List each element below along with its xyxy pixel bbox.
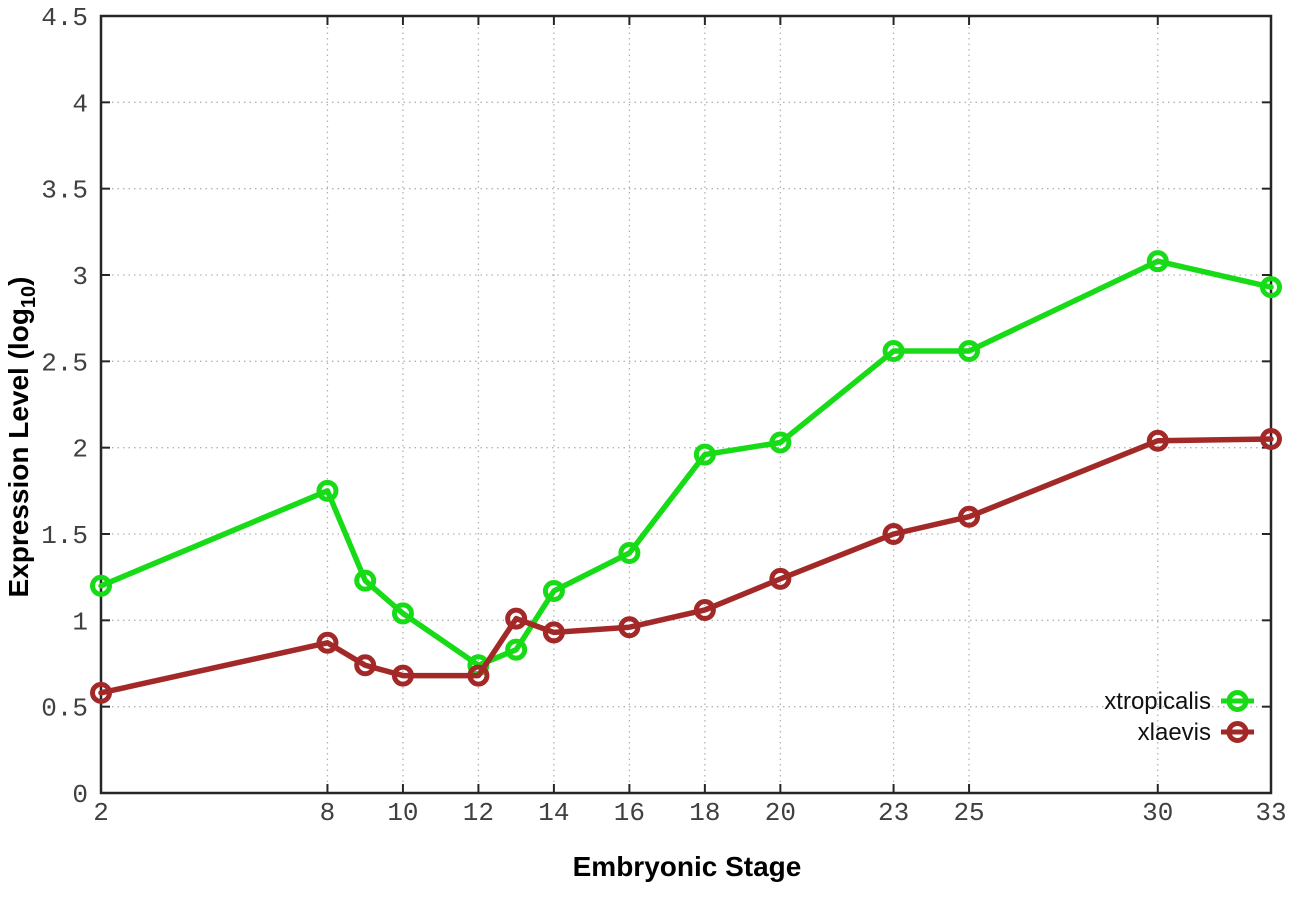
y-tick-label: 4 — [72, 89, 88, 119]
data-point-marker-xtropicalis — [316, 479, 339, 502]
x-tick-label: 14 — [538, 798, 569, 828]
data-point-marker-xtropicalis — [90, 574, 112, 597]
data-point-marker-xtropicalis — [1260, 276, 1282, 299]
legend: xtropicalis xlaevis — [1104, 688, 1254, 746]
x-tick-labels: 2 8 10 12 14 16 18 20 23 25 30 33 — [93, 798, 1286, 828]
legend-label-xtropicalis: xtropicalis — [1104, 688, 1211, 715]
data-point-marker-xlaevis — [693, 598, 716, 621]
data-point-marker-xtropicalis — [618, 541, 641, 564]
y-tick-label: 2.5 — [41, 348, 88, 378]
x-tick-label: 23 — [878, 798, 909, 828]
data-point-marker-xlaevis — [1260, 428, 1282, 451]
y-tick-label: 3.5 — [41, 176, 88, 206]
x-tick-label: 30 — [1142, 798, 1173, 828]
data-point-marker-xtropicalis — [391, 602, 414, 625]
y-tick-labels: 0 0.5 1 1.5 2 2.5 3 3.5 4 4.5 — [41, 3, 88, 810]
x-tick-label: 2 — [93, 798, 109, 828]
x-tick-label: 16 — [614, 798, 645, 828]
data-point-marker-xtropicalis — [354, 569, 377, 592]
y-axis-label: Expression Level (log10) — [3, 277, 40, 598]
series-xlaevis — [90, 428, 1282, 704]
data-point-marker-xlaevis — [958, 505, 981, 528]
data-point-marker-xlaevis — [354, 654, 377, 677]
data-point-marker-xtropicalis — [1146, 250, 1169, 273]
data-point-marker-xlaevis — [505, 607, 528, 630]
x-tick-label: 12 — [463, 798, 494, 828]
data-point-marker-xlaevis — [542, 621, 565, 644]
legend-sample-marker-xtropicalis — [1226, 690, 1249, 712]
x-tick-label: 25 — [953, 798, 984, 828]
data-point-marker-xtropicalis — [505, 638, 528, 661]
x-tick-label: 8 — [320, 798, 336, 828]
data-point-marker-xlaevis — [316, 631, 339, 654]
y-tick-label: 1.5 — [41, 521, 88, 551]
data-point-marker-xlaevis — [882, 523, 905, 545]
data-point-marker-xtropicalis — [769, 431, 792, 454]
data-point-marker-xlaevis — [90, 681, 112, 704]
y-tick-label: 3 — [72, 262, 88, 292]
legend-row-xtropicalis: xtropicalis — [1104, 688, 1254, 715]
data-point-marker-xlaevis — [391, 664, 414, 687]
data-point-marker-xlaevis — [467, 664, 490, 687]
x-tick-label: 33 — [1255, 798, 1286, 828]
data-point-marker-xlaevis — [1146, 429, 1169, 452]
legend-label-xlaevis: xlaevis — [1138, 719, 1211, 746]
data-point-marker-xtropicalis — [958, 339, 981, 362]
data-point-marker-xlaevis — [618, 616, 641, 639]
legend-sample-marker-xlaevis — [1226, 721, 1249, 743]
y-tick-label: 0 — [72, 780, 88, 810]
y-tick-label: 4.5 — [41, 3, 88, 33]
data-point-marker-xlaevis — [769, 567, 792, 590]
plot-border — [99, 14, 1273, 795]
x-tick-label: 10 — [387, 798, 418, 828]
data-point-marker-xtropicalis — [693, 443, 716, 466]
y-tick-label: 1 — [72, 607, 88, 637]
y-tick-label: 0.5 — [41, 694, 88, 724]
series-xtropicalis — [90, 250, 1282, 677]
data-point-marker-xtropicalis — [882, 339, 905, 362]
x-tick-label: 18 — [689, 798, 720, 828]
y-tick-label: 2 — [72, 435, 88, 465]
x-tick-label: 20 — [765, 798, 796, 828]
x-axis-label: Embryonic Stage — [573, 851, 802, 882]
data-point-marker-xtropicalis — [542, 579, 565, 602]
legend-row-xlaevis: xlaevis — [1138, 719, 1254, 746]
